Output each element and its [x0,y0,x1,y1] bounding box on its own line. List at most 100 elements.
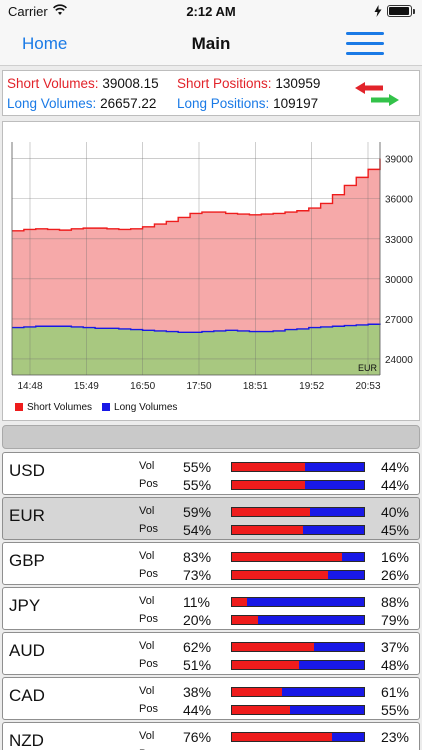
currency-row-nzd[interactable]: NZD Vol Pos 76% 23% [2,722,420,750]
vol-label: Vol [139,595,155,607]
short-positions-value: 130959 [275,76,321,91]
pos-label: Pos [139,613,158,625]
long-volumes-row: Long Volumes: 26657.22 [7,96,156,114]
vol-long-percent: 44% [380,459,409,475]
pos-ratio-bar [231,705,365,715]
vol-long-percent: 61% [380,684,409,700]
currency-code: JPY [9,596,41,615]
vol-ratio-bar [231,732,365,742]
vol-short-percent: 62% [183,639,212,655]
charging-icon [374,5,382,17]
currency-code: NZD [9,731,44,750]
currency-code: USD [9,461,45,480]
y-tick-label: 36000 [385,195,413,206]
pos-ratio-bar [231,660,365,670]
x-tick-label: 16:50 [130,381,155,392]
currency-row-gbp[interactable]: GBP Vol Pos 83% 73% 16% 26% [2,542,420,585]
battery-icon [387,5,415,17]
currency-code: GBP [9,551,45,570]
long-volumes-label: Long Volumes: [7,96,97,111]
vol-long-percent: 88% [380,594,409,610]
short-positions-row: Short Positions: 130959 [177,76,320,94]
pos-label: Pos [139,658,158,670]
vol-label: Vol [139,505,155,517]
volume-area-chart: 14:48 15:49 16:50 17:50 18:51 19:52 20:53 24000… [11,142,413,392]
pos-short-percent: 44% [183,702,212,718]
vol-ratio-bar [231,687,365,697]
vol-short-percent: 55% [183,459,212,475]
pos-ratio-bar [231,480,365,490]
pos-ratio-bar [231,615,365,625]
chart-legend: Short Volumes Long Volumes [15,402,177,413]
vol-label: Vol [139,640,155,652]
x-tick-label: 15:49 [74,381,99,392]
wifi-icon [53,4,67,15]
vol-label: Vol [139,460,155,472]
navigation-bar: Home Main [0,24,422,66]
legend-long-volumes: Long Volumes [102,402,177,413]
currency-list: USD Vol Pos 55% 55% 44% 44% EUR Vol Pos 59% 54% 40% 4… [2,452,420,750]
short-volumes-value: 39008.15 [102,76,159,91]
clock: 2:12 AM [186,4,236,19]
vol-long-percent: 23% [380,729,409,745]
currency-row-jpy[interactable]: JPY Vol Pos 11% 20% 88% 79% [2,587,420,630]
vol-ratio-bar [231,642,365,652]
pos-short-percent: 20% [183,612,212,628]
volume-chart: 14:48 15:49 16:50 17:50 18:51 19:52 20:53 24000… [2,121,420,421]
y-tick-label: 39000 [385,155,413,166]
vol-short-percent: 11% [183,594,210,610]
currency-row-aud[interactable]: AUD Vol Pos 62% 51% 37% 48% [2,632,420,675]
status-bar: Carrier 2:12 AM [0,0,422,24]
y-tick-label: 27000 [385,315,413,326]
vol-long-percent: 16% [380,549,409,565]
page-title: Main [191,34,231,53]
line-short-volumes [12,158,381,232]
long-positions-value: 109197 [273,96,319,111]
pos-label: Pos [139,523,158,535]
vol-long-percent: 37% [380,639,409,655]
pos-label: Pos [139,568,158,580]
pos-short-percent: 54% [183,522,212,538]
vol-short-percent: 38% [183,684,212,700]
swap-arrows-icon[interactable] [353,81,401,107]
y-tick-label: 33000 [385,235,413,246]
y-tick-label: 24000 [385,355,413,366]
vol-label: Vol [139,550,155,562]
pos-long-percent: 44% [380,477,409,493]
section-divider-bar [2,425,420,449]
pos-long-percent: 55% [380,702,409,718]
pos-ratio-bar [231,525,365,535]
currency-row-usd[interactable]: USD Vol Pos 55% 55% 44% 44% [2,452,420,495]
short-volumes-row: Short Volumes: 39008.15 [7,76,159,94]
carrier-label: Carrier [8,4,48,19]
currency-row-eur[interactable]: EUR Vol Pos 59% 54% 40% 45% [2,497,420,540]
line-long-volumes [12,323,381,333]
vol-label: Vol [139,730,155,742]
x-tick-label: 17:50 [186,381,211,392]
totals-summary: Short Volumes: 39008.15 Short Positions:… [2,70,420,116]
area-long-volumes [12,324,380,375]
currency-row-cad[interactable]: CAD Vol Pos 38% 44% 61% 55% [2,677,420,720]
short-positions-label: Short Positions: [177,76,272,91]
short-volumes-label: Short Volumes: [7,76,99,91]
x-tick-label: 19:52 [299,381,324,392]
x-tick-label: 20:53 [355,381,380,392]
vol-ratio-bar [231,597,365,607]
pos-label: Pos [139,703,158,715]
long-volumes-value: 26657.22 [100,96,157,111]
pos-long-percent: 45% [380,522,409,538]
x-tick-label: 14:48 [17,381,42,392]
currency-code: EUR [9,506,45,525]
chart-currency-tag: EUR [358,363,378,373]
pos-ratio-bar [231,570,365,580]
home-button[interactable]: Home [22,34,68,53]
pos-short-percent: 55% [183,477,212,493]
vol-short-percent: 83% [183,549,212,565]
pos-short-percent: 51% [183,657,212,673]
pos-long-percent: 48% [380,657,409,673]
long-positions-row: Long Positions: 109197 [177,96,318,114]
hamburger-menu-icon[interactable] [346,30,384,58]
vol-long-percent: 40% [380,504,409,520]
long-positions-label: Long Positions: [177,96,270,111]
vol-ratio-bar [231,507,365,517]
